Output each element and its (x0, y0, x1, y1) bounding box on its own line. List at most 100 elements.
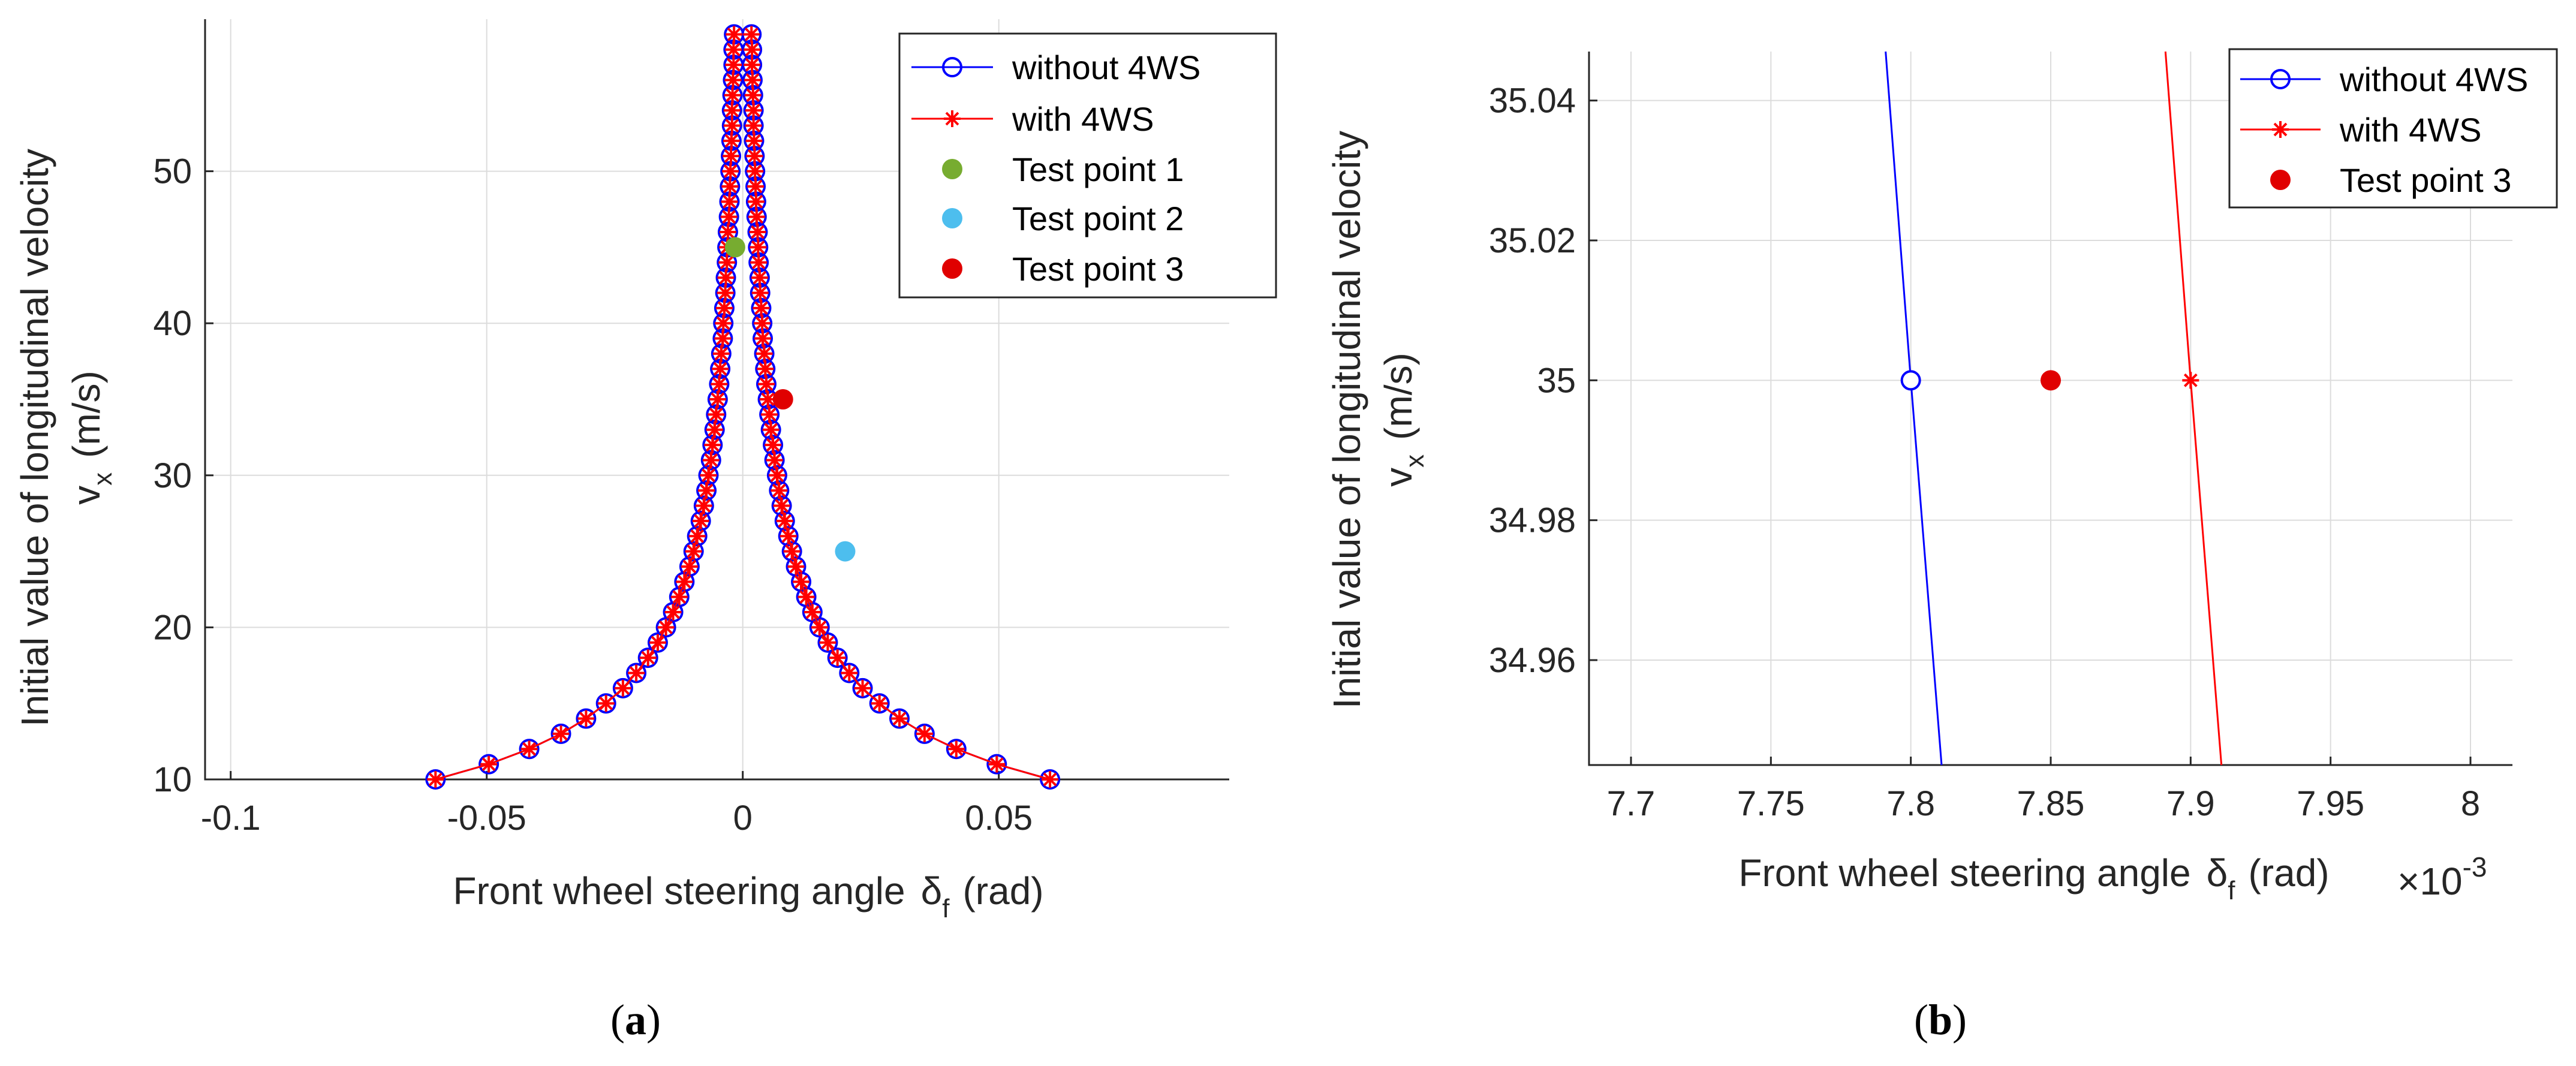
panel-a-marker-with-4ws (916, 725, 933, 742)
panel-a-marker-with-4ws (771, 482, 788, 499)
panel-b-x-axis-label-unit: (rad) (2248, 851, 2329, 895)
panel-a-marker-without-4ws (693, 495, 714, 516)
panel-a-marker-with-4ws (712, 345, 730, 362)
panel-b-test-points (2041, 370, 2061, 391)
panel-b-x-exponent-power: -3 (2463, 851, 2487, 883)
b-ytick-label: 35 (1537, 361, 1576, 400)
panel-a-marker-without-4ws (914, 723, 935, 744)
panel-a-marker-with-4ws (692, 512, 709, 529)
panel-a-marker-without-4ws (771, 495, 792, 516)
panel-a-marker-with-4ws (765, 436, 782, 454)
panel-b: 7.7 7.75 7.8 7.85 7.9 7.95 8 34.96 34.98 35 35.02 3… (1325, 48, 2558, 1044)
panel-a-marker-with-4ws (751, 284, 769, 302)
panel-a-marker-with-4ws (700, 466, 717, 484)
panel-a-marker-without-4ws (764, 450, 785, 471)
panel-b-legend-circle-marker (2270, 69, 2291, 89)
panel-a-marker-without-4ws (698, 465, 719, 486)
panel-a-legend-label-test-point-3: Test point 3 (1012, 250, 1184, 288)
panel-a-marker-with-4ws (724, 86, 741, 104)
panel-a-marker-with-4ws (783, 543, 801, 560)
panel-b-legend-label-test-point-3: Test point 3 (2340, 161, 2511, 199)
panel-a-marker-with-4ws (726, 26, 743, 43)
a-xtick-label: 0.05 (965, 799, 1033, 838)
b-ytick-label: 35.02 (1489, 221, 1576, 260)
panel-a-marker-with-4ws (798, 588, 815, 606)
panel-a-marker-with-4ws (480, 755, 498, 773)
panel-a-y-axis-label-line2: vx (m/s) (65, 371, 118, 505)
panel-a-marker-with-4ws (709, 391, 726, 408)
panel-a-marker-with-4ws (681, 558, 698, 575)
panel-a-marker-with-4ws (702, 451, 720, 469)
panel-a-y-axis-label-unit: (m/s) (65, 371, 108, 458)
panel-a-marker-with-4ws (639, 649, 657, 667)
panel-b-y-axis-label-unit: (m/s) (1377, 353, 1420, 440)
panel-a-marker-with-4ws (721, 177, 739, 195)
panel-b-y-axis-label-subscript: x (1400, 454, 1430, 468)
panel-a-marker-without-4ws (852, 677, 873, 698)
panel-a-marker-with-4ws (776, 512, 793, 529)
panel-a-marker-with-4ws (649, 634, 666, 651)
panel-a-marker-with-4ws (520, 740, 538, 758)
panel-a-marker-with-4ws (762, 421, 780, 438)
panel-a-marker-without-4ws (576, 708, 597, 729)
panel-a-marker-without-4ws (626, 663, 647, 683)
panel-b-y-axis-label-symbol: v (1377, 468, 1420, 487)
panel-a-marker-with-4ws (717, 269, 735, 287)
panel-a-legend-label-test-point-1: Test point 1 (1012, 150, 1184, 188)
panel-a-marker-with-4ws (628, 664, 645, 682)
panel-a-legend-asterisk-marker (944, 110, 961, 127)
panel-a-marker-with-4ws (657, 619, 675, 636)
panel-b-x-axis-label-symbol: δ (2207, 851, 2228, 895)
panel-a-ticks: -0.1 -0.05 0 0.05 10 20 30 40 50 (153, 152, 1033, 838)
panel-b-series (1885, 51, 2223, 766)
panel-a-marker-with-4ws (715, 315, 732, 332)
panel-a-marker-without-4ws (986, 754, 1007, 775)
panel-a-marker-with-4ws (698, 482, 715, 499)
panel-a-marker-without-4ws (704, 419, 725, 440)
panel-a-marker-with-4ws (714, 330, 732, 347)
panel-b-y-axis-label-line1: Initial value of longitudinal velocity (1325, 131, 1368, 709)
b-xtick-label: 7.75 (1737, 784, 1805, 823)
panel-a: -0.1 -0.05 0 0.05 10 20 30 40 50 Front wheel ste… (13, 19, 1277, 1044)
panel-a-marker-with-4ws (757, 360, 774, 378)
panel-a-legend: without 4WS with 4WS Test point 1 Test p… (898, 32, 1277, 299)
panel-a-marker-with-4ws (708, 406, 725, 423)
panel-a-marker-without-4ws (612, 677, 633, 698)
panel-a-marker-without-4ws (425, 769, 446, 790)
panel-a-marker-with-4ws (719, 224, 736, 241)
panel-a-x-axis-label-symbol: δ (921, 869, 943, 913)
panel-a-caption-open-paren: ( (610, 996, 625, 1044)
panel-a-marker-with-4ws (753, 299, 770, 317)
b-xtick-label: 8 (2461, 784, 2480, 823)
b-xtick-label: 7.7 (1607, 784, 1656, 823)
panel-a-marker-with-4ws (804, 604, 821, 621)
panel-a-marker-without-4ws (839, 663, 860, 683)
panel-a-line-with-4ws-left (435, 34, 735, 781)
panel-a-marker-with-4ws (947, 740, 965, 758)
panel-a-y-axis-label-symbol: v (65, 486, 108, 505)
panel-a-marker-with-4ws (749, 224, 766, 241)
panel-a-caption-letter: a (625, 996, 646, 1044)
panel-a-marker-without-4ws (637, 648, 658, 668)
panel-a-marker-with-4ws (614, 679, 631, 697)
panel-a-marker-with-4ws (676, 573, 693, 591)
panel-a-legend-circle-marker (942, 57, 962, 77)
panel-a-marker-with-4ws (829, 649, 846, 667)
panel-b-x-axis-label-text: Front wheel steering angle (1738, 851, 2190, 895)
panel-a-marker-without-4ws (550, 723, 571, 744)
panel-a-marker-without-4ws (683, 541, 704, 562)
b-ytick-label: 35.04 (1489, 82, 1576, 121)
panel-a-marker-with-4ws (750, 239, 767, 256)
panel-a-marker-without-4ws (696, 480, 717, 501)
panel-a-marker-without-4ws (759, 404, 780, 425)
panel-a-marker-with-4ws (750, 254, 768, 271)
panel-a-marker-with-4ws (891, 710, 908, 727)
panel-a-marker-with-4ws (780, 528, 797, 545)
panel-a-marker-without-4ws (706, 404, 727, 425)
panel-a-marker-with-4ws (712, 360, 729, 378)
a-ytick-label: 30 (153, 456, 192, 495)
panel-a-marker-with-4ws (743, 26, 760, 43)
panel-a-legend-dot-test-point-2 (942, 208, 962, 228)
panel-a-marker-with-4ws (723, 102, 741, 119)
a-xtick-label: -0.05 (447, 799, 526, 838)
